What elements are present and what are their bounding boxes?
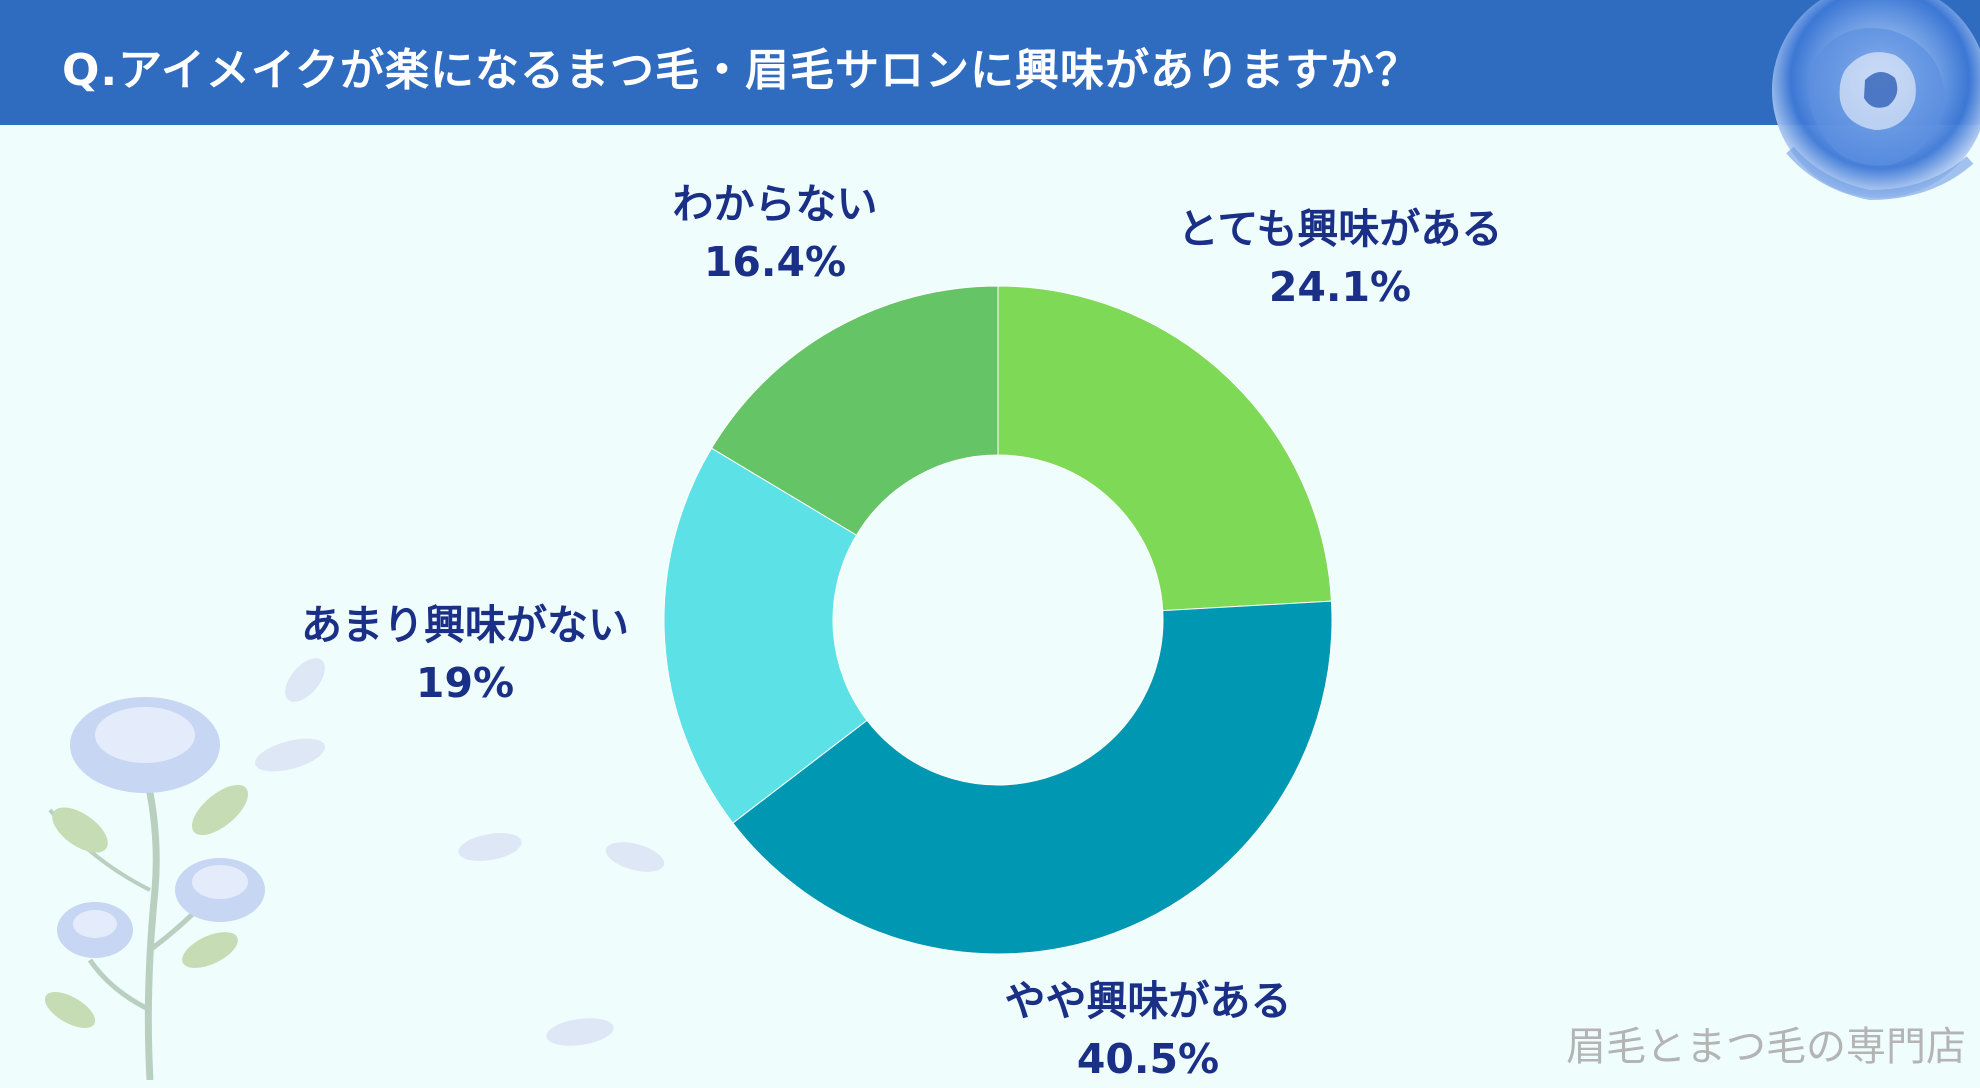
blue-rose-icon (1772, 0, 1980, 201)
slice-label-3: あまり興味がない 19% (301, 596, 629, 712)
donut-slice-1 (997, 285, 1332, 612)
slice-label-value: 19% (415, 659, 515, 707)
slice-label-name: わからない (672, 180, 878, 228)
slice-label-2: やや興味がある 40.5% (1005, 972, 1292, 1088)
petal-icon (285, 658, 325, 702)
header-bar: Q.アイメイクが楽になるまつ毛・眉毛サロンに興味がありますか？ (0, 0, 1980, 125)
question-title: Q.アイメイクが楽になるまつ毛・眉毛サロンに興味がありますか？ (62, 45, 1421, 96)
donut-slice-2 (732, 600, 1333, 955)
slice-label-value: 24.1% (1268, 263, 1412, 311)
petal-icon (255, 738, 325, 772)
rose-branch-icon (44, 697, 265, 1080)
slice-label-name: あまり興味がない (301, 601, 629, 649)
slice-label-value: 16.4% (703, 238, 847, 286)
slice-label-name: やや興味がある (1004, 977, 1292, 1025)
donut-slice-3 (663, 447, 868, 824)
donut-slice-4 (710, 285, 999, 536)
slice-label-name: とても興味がある (1177, 205, 1503, 253)
petal-icon (546, 1018, 614, 1046)
slice-label-1: とても興味がある 24.1% (1178, 200, 1503, 316)
slice-label-4: わからない 16.4% (673, 175, 878, 291)
petal-icon (605, 842, 665, 872)
watermark: 眉毛とまつ毛の専門店 (1566, 1024, 1966, 1070)
petal-icon (458, 833, 522, 861)
slice-label-value: 40.5% (1076, 1035, 1220, 1083)
